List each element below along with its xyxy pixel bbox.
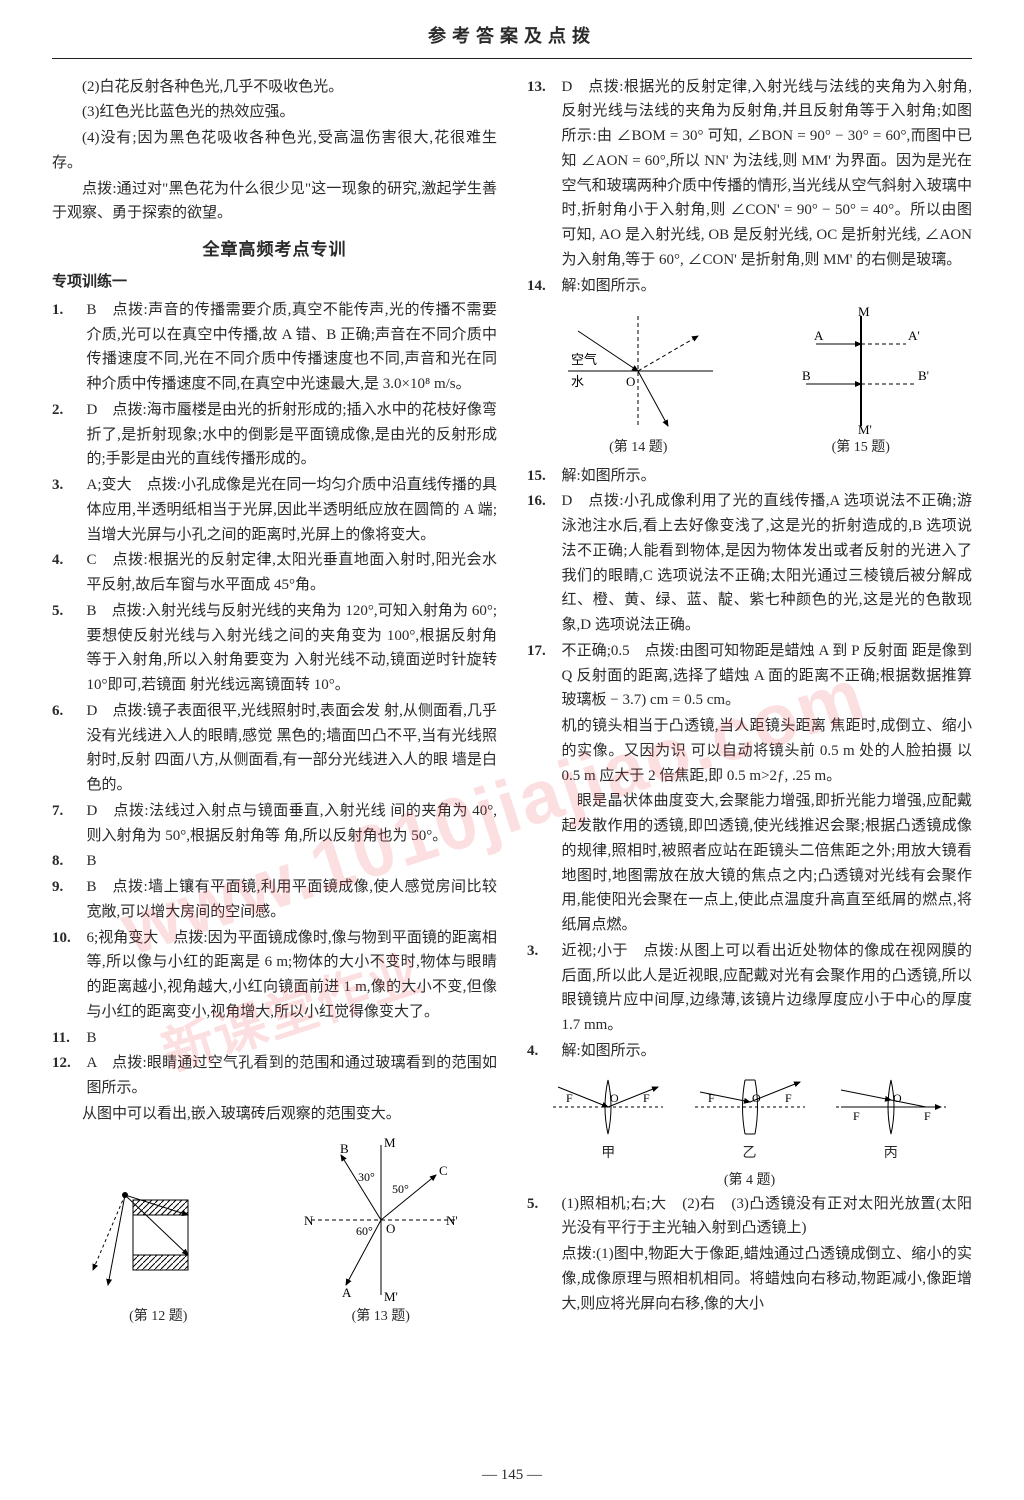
fig15: M A A' B B' M' (第 15 题) (776, 306, 946, 459)
left-pre-3: 点拨:通过对"黑色花为什么很少见"这一现象的研究,激起学生善于观察、勇于探索的欲… (52, 177, 497, 227)
right-column: 13.D 点拨:根据光的反射定律,入射光线与法线的夹角为入射角,反射光线与法线的… (527, 75, 972, 1332)
fig12: (第 12 题) (83, 1155, 233, 1328)
header-rule (52, 58, 972, 59)
page-title: 参考答案及点拨 (52, 22, 972, 58)
q15: 15.解:如图所示。 (527, 464, 972, 489)
q11: 11.B (52, 1026, 497, 1051)
q1: 1.B 点拨:声音的传播需要介质,真空不能传声,光的传播不需要介质,光可以在真空… (52, 298, 497, 397)
fig-row-12-13: (第 12 题) B (52, 1135, 497, 1328)
section-title: 全章高频考点专训 (52, 236, 497, 264)
svg-text:50°: 50° (392, 1182, 409, 1196)
fig-row-14-15: 空气 水 O (第 14 题) (527, 306, 972, 459)
q2: 2.D 点拨:海市蜃楼是由光的折射形成的;插入水中的花枝好像弯折了,是折射现象;… (52, 398, 497, 472)
q6: 6.D 点拨:镜子表面很平,光线照射时,表面会发 射,从侧面看,几乎没有光线进入… (52, 699, 497, 798)
q12: 12.A 点拨:眼睛通过空气孔看到的范围和通过玻璃看到的范围如图所示。 (52, 1051, 497, 1101)
two-columns: (2)白花反射各种色光,几乎不吸收色光。 (3)红色光比蓝色光的热效应强。 (4… (52, 75, 972, 1332)
svg-text:A': A' (908, 328, 920, 343)
fig4-jia: F F O 甲 (548, 1072, 668, 1165)
left-pre-2: (4)没有;因为黑色花吸收各种色光,受高温伤害很大,花很难生存。 (52, 126, 497, 176)
fig15-caption: (第 15 题) (776, 436, 946, 459)
fig4-caption: (第 4 题) (527, 1169, 972, 1192)
left-pre-1: (3)红色光比蓝色光的热效应强。 (52, 100, 497, 125)
left-column: (2)白花反射各种色光,几乎不吸收色光。 (3)红色光比蓝色光的热效应强。 (4… (52, 75, 497, 1332)
left-pre-0: (2)白花反射各种色光,几乎不吸收色光。 (52, 75, 497, 100)
fig13-svg: B M C N N' O A M' 30° 50° 60° (296, 1135, 466, 1305)
page: 参考答案及点拨 (2)白花反射各种色光,几乎不吸收色光。 (3)红色光比蓝色光的… (0, 0, 1024, 1332)
svg-text:M': M' (858, 422, 872, 436)
fig4-bing: F F O 丙 (831, 1072, 951, 1165)
svg-text:30°: 30° (358, 1170, 375, 1184)
q3: 3.A;变大 点拨:小孔成像是光在同一均匀介质中沿直线传播的具体应用,半透明纸相… (52, 473, 497, 547)
fig13: B M C N N' O A M' 30° 50° 60° (第 13 题) (296, 1135, 466, 1328)
svg-text:F: F (708, 1091, 715, 1105)
svg-text:F: F (643, 1091, 650, 1105)
fig-row-4: F F O 甲 F F (527, 1072, 972, 1165)
svg-text:O: O (752, 1091, 761, 1105)
q3b: 3.近视;小于 点拨:从图上可以看出近处物体的像成在视网膜的后面,所以此人是近视… (527, 939, 972, 1038)
svg-text:F: F (566, 1091, 573, 1105)
q5: 5.B 点拨:入射光线与反射光线的夹角为 120°,可知入射角为 60°;要想使… (52, 599, 497, 698)
svg-text:A: A (814, 328, 824, 343)
q4b: 4.解:如图所示。 (527, 1039, 972, 1064)
q16: 16.D 点拨:小孔成像利用了光的直线传播,A 选项说法不正确;游泳池注水后,看… (527, 489, 972, 638)
q4: 4.C 点拨:根据光的反射定律,太阳光垂直地面入射时,阳光会水平反射,故后车窗与… (52, 548, 497, 598)
left-post: 从图中可以看出,嵌入玻璃砖后观察的范围变大。 (52, 1102, 497, 1127)
sub-title: 专项训练一 (52, 270, 497, 295)
svg-text:F: F (785, 1091, 792, 1105)
q9: 9.B 点拨:墙上镶有平面镜,利用平面镜成像,使人感觉房间比较宽敞,可以增大房间… (52, 875, 497, 925)
svg-text:O: O (626, 374, 635, 389)
fig13-caption: (第 13 题) (296, 1305, 466, 1328)
q8: 8.B (52, 849, 497, 874)
svg-text:B: B (802, 368, 811, 383)
fig4-yi: F F O 乙 (690, 1072, 810, 1165)
svg-text:N: N (304, 1213, 314, 1228)
svg-text:水: 水 (571, 374, 584, 389)
page-number: — 145 — (0, 1463, 1024, 1488)
fig14: 空气 水 O (第 14 题) (553, 306, 723, 459)
fig12-svg (83, 1155, 233, 1305)
svg-text:A: A (342, 1285, 352, 1300)
svg-text:空气: 空气 (571, 352, 597, 367)
svg-text:F: F (853, 1109, 860, 1123)
svg-text:F: F (924, 1109, 931, 1123)
q17: 17.不正确;0.5 点拨:由图可知物距是蜡烛 A 到 P 反射面 距是像到 Q… (527, 639, 972, 713)
q10: 10.6;视角变大 点拨:因为平面镜成像时,像与物到平面镜的距离相等,所以像与小… (52, 926, 497, 1025)
q5b-d: 点拨:(1)图中,物距大于像距,蜡烛通过凸透镜成倒立、缩小的实像,成像原理与照相… (527, 1242, 972, 1316)
qc1: 眼是晶状体曲度变大,会聚能力增强,即折光能力增强,应配戴起发散作用的透镜,即凹透… (527, 789, 972, 938)
svg-text:N': N' (446, 1213, 458, 1228)
svg-text:M': M' (384, 1289, 398, 1304)
q14: 14.解:如图所示。 (527, 274, 972, 299)
fig14-caption: (第 14 题) (553, 436, 723, 459)
svg-text:M: M (858, 306, 870, 319)
svg-text:C: C (439, 1163, 448, 1178)
fig14-svg: 空气 水 O (553, 306, 723, 436)
svg-text:O: O (893, 1091, 902, 1105)
q13: 13.D 点拨:根据光的反射定律,入射光线与法线的夹角为入射角,反射光线与法线的… (527, 75, 972, 273)
svg-text:O: O (386, 1221, 395, 1236)
svg-text:B: B (340, 1141, 349, 1156)
q7: 7.D 点拨:法线过入射点与镜面垂直,入射光线 间的夹角为 40°,则入射角为 … (52, 799, 497, 849)
svg-text:B': B' (918, 368, 929, 383)
q5b: 5.(1)照相机;右;大 (2)右 (3)凸透镜没有正对太阳光放置(太阳光没有平… (527, 1192, 972, 1242)
svg-text:60°: 60° (356, 1224, 373, 1238)
svg-text:O: O (610, 1091, 619, 1105)
fig12-caption: (第 12 题) (83, 1305, 233, 1328)
qc0: 机的镜头相当于凸透镜,当人距镜头距离 焦距时,成倒立、缩小的实像。又因为识 可以… (527, 714, 972, 788)
fig15-svg: M A A' B B' M' (776, 306, 946, 436)
svg-text:M: M (384, 1135, 396, 1150)
